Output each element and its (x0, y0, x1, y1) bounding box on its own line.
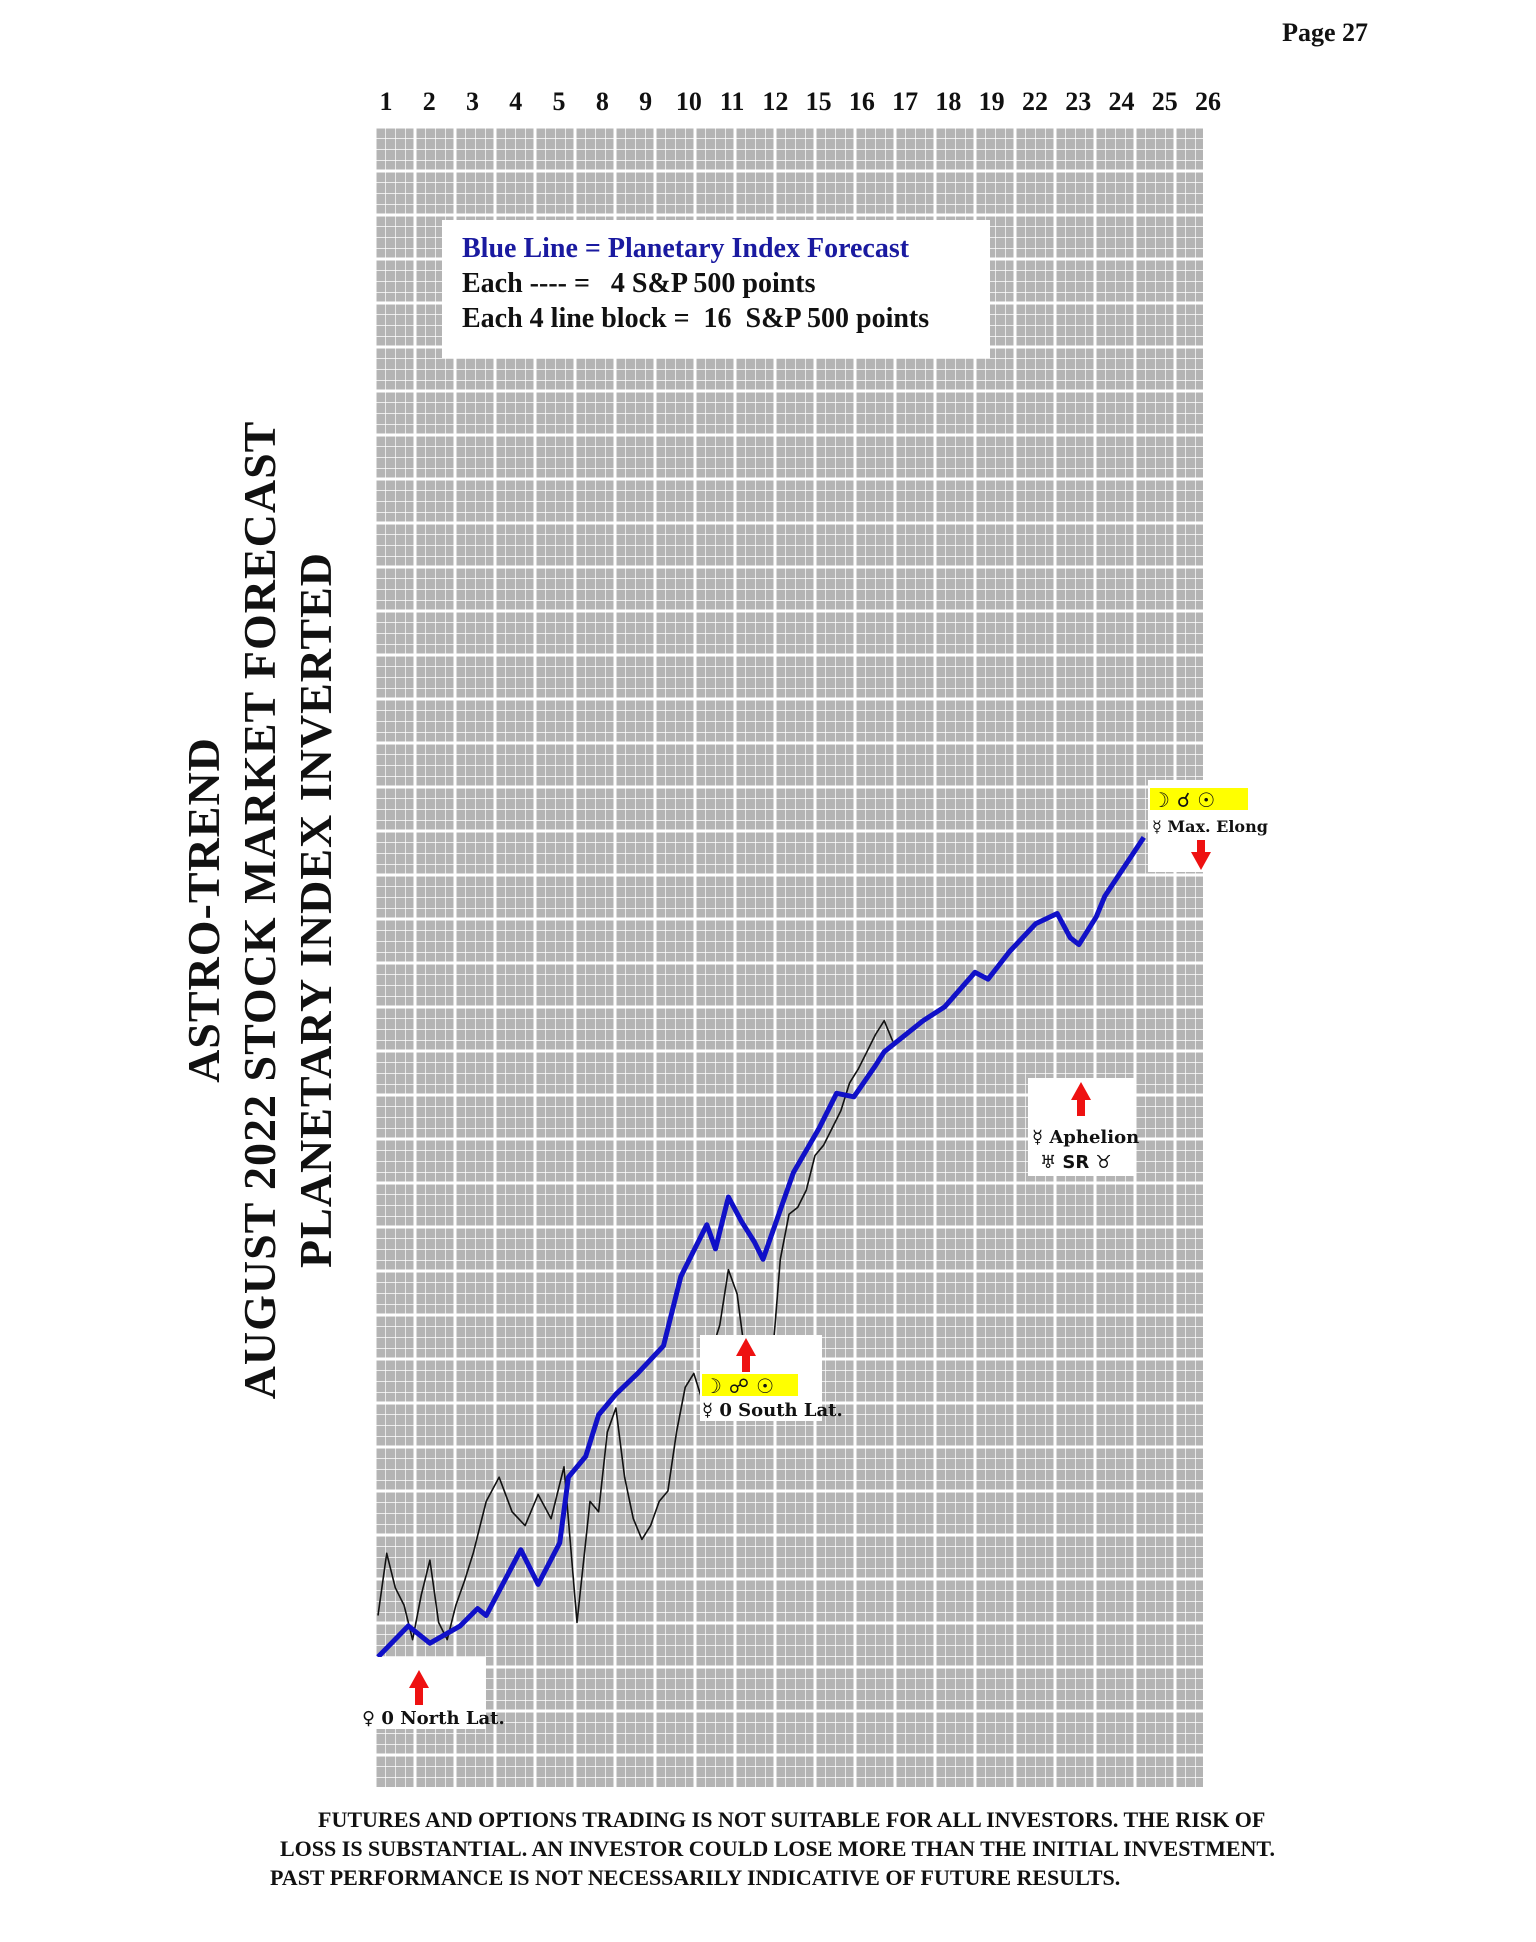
annotation-moon-conj-sun: ☽ ☌ ☉ ☿ Max. Elong (1148, 780, 1268, 872)
x-tick-label: 2 (423, 87, 436, 116)
x-tick-label: 10 (676, 87, 702, 116)
annotation-symbols: ☽ ☌ ☉ (1152, 788, 1215, 812)
disclaimer-line-2: LOSS IS SUBSTANTIAL. AN INVESTOR COULD L… (280, 1836, 1275, 1861)
x-tick-label: 11 (720, 87, 745, 116)
x-tick-label: 24 (1108, 87, 1134, 116)
x-tick-label: 26 (1195, 87, 1221, 116)
x-axis-tick-labels: 1 2 3 4 5 8 9 10 11 12 15 16 17 18 19 22 23 24 25 26 (380, 87, 1222, 116)
legend-line-3: Each 4 line block = 16 S&P 500 points (462, 303, 929, 334)
up-arrow-icon (1071, 1082, 1091, 1116)
annotation-label: ☿ Aphelion (1032, 1127, 1139, 1148)
up-arrow-icon (736, 1338, 756, 1372)
risk-disclaimer: FUTURES AND OPTIONS TRADING IS NOT SUITA… (270, 1805, 1450, 1892)
series-layer (376, 836, 1146, 1659)
x-tick-label: 1 (380, 87, 393, 116)
down-arrow-icon (1191, 840, 1211, 870)
x-tick-label: 15 (806, 87, 832, 116)
disclaimer-line-1: FUTURES AND OPTIONS TRADING IS NOT SUITA… (318, 1807, 1266, 1832)
x-tick-label: 4 (509, 87, 522, 116)
disclaimer-line-3: PAST PERFORMANCE IS NOT NECESSARILY INDI… (270, 1865, 1121, 1890)
annotation-symbols: ♅ SR ♉ (1040, 1152, 1112, 1173)
annotation-mercury-aphelion: ☿ Aphelion ♅ SR ♉ (1028, 1078, 1139, 1176)
x-tick-label: 22 (1022, 87, 1048, 116)
up-arrow-icon (409, 1670, 429, 1705)
legend-line-1: Blue Line = Planetary Index Forecast (462, 233, 910, 264)
x-tick-label: 17 (892, 87, 918, 116)
x-tick-label: 19 (979, 87, 1005, 116)
major-grid (373, 125, 1203, 1787)
annotation-label: ♀ 0 North Lat. (362, 1708, 505, 1729)
x-tick-label: 23 (1065, 87, 1091, 116)
plot-area (373, 125, 1203, 1787)
x-tick-label: 8 (596, 87, 609, 116)
annotation-venus-north-lat: ♀ 0 North Lat. (356, 1657, 505, 1729)
annotation-label: ☿ 0 South Lat. (702, 1400, 843, 1421)
grid-background (375, 127, 1203, 1787)
legend-box: Blue Line = Planetary Index Forecast Eac… (442, 220, 990, 358)
page-number: Page 27 (1282, 18, 1368, 47)
x-tick-label: 25 (1152, 87, 1178, 116)
legend-line-2: Each ---- = 4 S&P 500 points (462, 268, 816, 299)
x-tick-label: 5 (553, 87, 566, 116)
forecast-series-line (376, 836, 1146, 1659)
annotation-label: ☿ Max. Elong (1152, 817, 1268, 836)
price-series-line (377, 1019, 894, 1641)
annotation-moon-opp-sun: ☽ ☍ ☉ ☿ 0 South Lat. (700, 1335, 843, 1421)
x-tick-label: 12 (762, 87, 788, 116)
x-tick-label: 3 (466, 87, 479, 116)
annotation-symbols: ☽ ☍ ☉ (704, 1374, 774, 1398)
x-tick-label: 18 (935, 87, 961, 116)
x-tick-label: 16 (849, 87, 875, 116)
x-tick-label: 9 (639, 87, 652, 116)
